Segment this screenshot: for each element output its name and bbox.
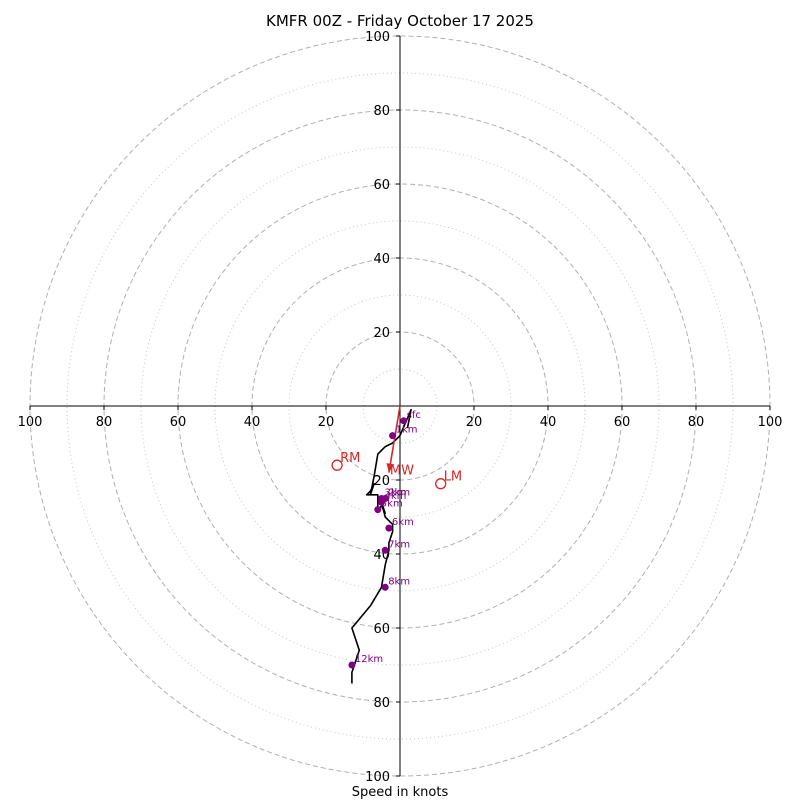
- height-marker-1km: [389, 432, 397, 440]
- x-tick-label: 80: [688, 415, 705, 430]
- storm-motion-rm-label: RM: [340, 451, 360, 466]
- height-marker-sfc: [400, 417, 408, 425]
- height-marker-7km: [381, 546, 389, 554]
- y-tick-label: 20: [373, 326, 390, 341]
- x-tick-label: 40: [540, 415, 557, 430]
- x-tick-label: 60: [614, 415, 631, 430]
- height-label-3km: 3km: [385, 488, 407, 499]
- mean-wind-arrow-group: [386, 405, 401, 473]
- mean-wind-arrowhead: [386, 463, 395, 473]
- height-label-8km: 8km: [388, 576, 410, 587]
- trace-group: [351, 408, 412, 684]
- x-tick-label: 60: [170, 415, 187, 430]
- height-label-5km: 5km: [381, 499, 403, 510]
- height-marker-4km: [378, 498, 385, 506]
- chart-title: KMFR 00Z - Friday October 17 2025: [266, 12, 534, 30]
- x-ticks: 100 80 60 40 20 20 40 60 80 100: [18, 406, 783, 430]
- y-tick-label: 100: [365, 770, 390, 785]
- y-tick-label: 40: [373, 252, 390, 267]
- mean-wind-arrow: [388, 405, 401, 473]
- y-tick-label: 60: [373, 178, 390, 193]
- height-label-2km: 2km: [388, 488, 410, 499]
- height-label-12km: 12km: [355, 654, 383, 665]
- y-tick-label: 100: [365, 30, 390, 45]
- x-tick-label: 40: [244, 415, 261, 430]
- y-tick-label: 80: [373, 104, 390, 119]
- y-tick-label: 60: [373, 622, 390, 637]
- hodograph-trace: [351, 408, 412, 684]
- x-tick-label: 80: [96, 415, 113, 430]
- storm-motion-mw-label: MW: [390, 464, 414, 479]
- height-label-4km: 4km: [385, 491, 407, 502]
- height-label-6km: 6km: [392, 517, 414, 528]
- height-marker-5km: [374, 506, 382, 514]
- storm-motion-lm-label: LM: [444, 470, 462, 485]
- height-label-1km: 1km: [396, 425, 418, 436]
- x-axis-label: Speed in knots: [352, 785, 449, 800]
- height-marker-6km: [385, 524, 393, 532]
- x-tick-label: 20: [466, 415, 483, 430]
- height-marker-12km: [348, 661, 356, 669]
- y-tick-label: 20: [373, 474, 390, 489]
- y-tick-label: 80: [373, 696, 390, 711]
- height-label-sfc: sfc: [407, 410, 421, 421]
- x-tick-label: 100: [18, 415, 43, 430]
- storm-motion-lm-marker: [435, 478, 447, 490]
- storm-motion-points: RM LM MW: [331, 451, 462, 490]
- height-label-7km: 7km: [388, 539, 410, 550]
- storm-motion-rm-marker: [331, 459, 343, 471]
- height-marker-8km: [381, 583, 389, 591]
- x-tick-label: 20: [318, 415, 335, 430]
- x-tick-label: 100: [758, 415, 783, 430]
